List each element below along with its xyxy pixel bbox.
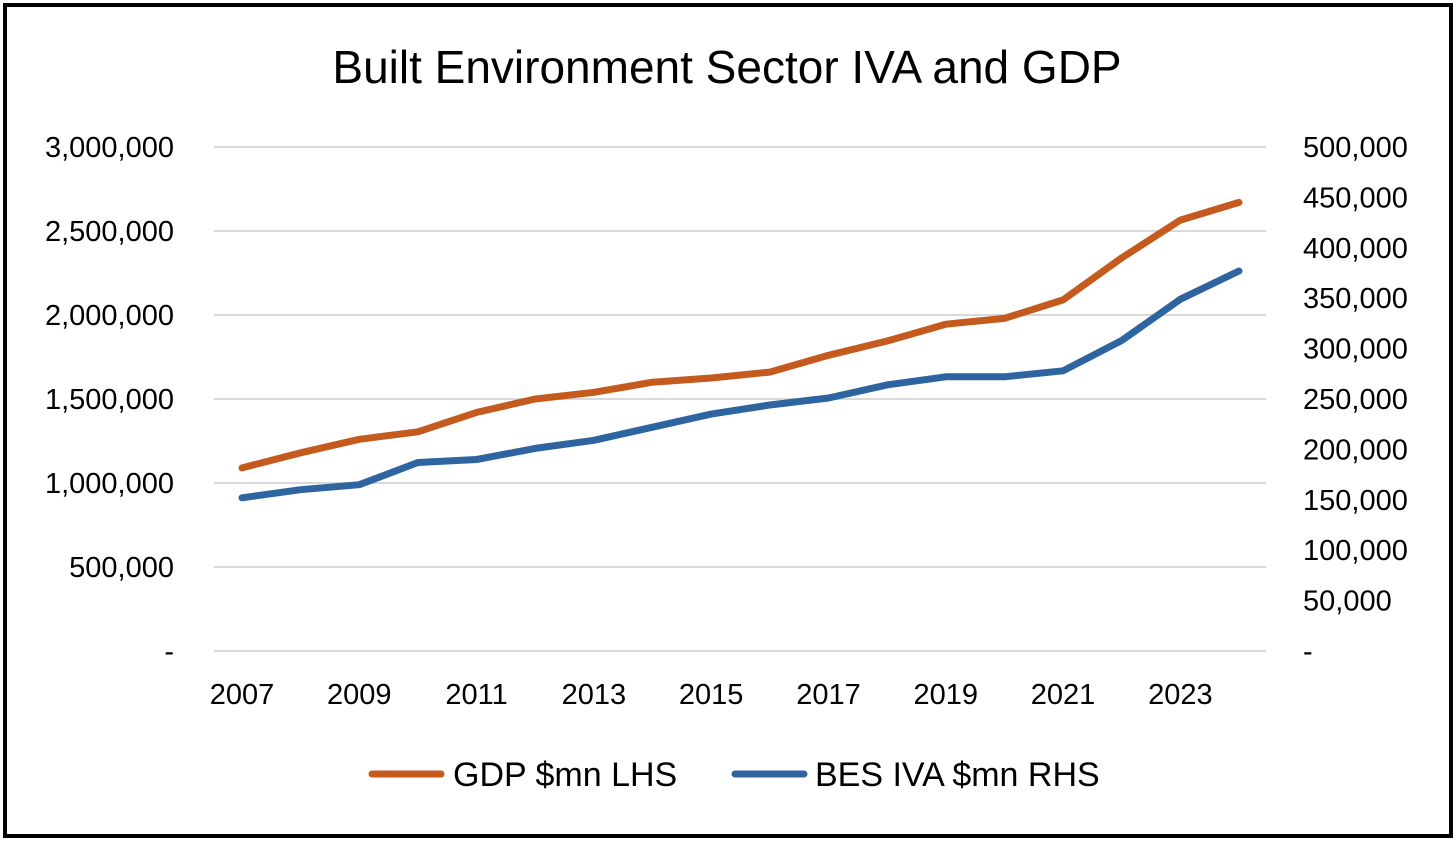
- x-tick-label: 2013: [562, 679, 627, 711]
- series-lines: [238, 198, 1243, 502]
- left-y-tick-label: 1,000,000: [45, 468, 174, 500]
- series-line-2: [238, 267, 1243, 502]
- right-y-tick-label: 150,000: [1303, 485, 1408, 517]
- legend-item: BES IVA $mn RHS: [731, 756, 1100, 794]
- right-y-tick-label: 200,000: [1303, 434, 1408, 466]
- right-y-tick-label: 450,000: [1303, 182, 1408, 214]
- legend-item: GDP $mn LHS: [368, 756, 677, 794]
- right-y-tick-label: 400,000: [1303, 233, 1408, 265]
- left-y-tick-label: 2,500,000: [45, 216, 174, 248]
- x-tick-label: 2007: [210, 679, 275, 711]
- x-tick-label: 2021: [1031, 679, 1096, 711]
- left-y-tick-label: -: [164, 636, 174, 668]
- right-y-tick-label: 350,000: [1303, 283, 1408, 315]
- x-tick-label: 2019: [914, 679, 979, 711]
- x-tick-label: 2015: [679, 679, 744, 711]
- right-y-tick-label: 500,000: [1303, 132, 1408, 164]
- left-y-axis: - 500,000 1,000,000 1,500,000 2,000,000 2,500…: [45, 132, 174, 668]
- x-tick-label: 2009: [327, 679, 392, 711]
- right-y-tick-label: 100,000: [1303, 535, 1408, 567]
- right-y-tick-label: 300,000: [1303, 334, 1408, 366]
- x-tick-label: 2011: [445, 679, 507, 711]
- right-y-tick-label: -: [1303, 636, 1313, 668]
- right-y-axis: - 50,000 100,000 150,000 200,000 250,000 300,0…: [1303, 132, 1408, 668]
- left-y-tick-label: 500,000: [69, 552, 174, 584]
- legend-label: GDP $mn LHS: [453, 756, 677, 794]
- gridlines: [214, 146, 1266, 652]
- chart-frame: [3, 3, 1453, 838]
- left-y-tick-label: 1,500,000: [45, 384, 174, 416]
- left-y-tick-label: 3,000,000: [45, 132, 174, 164]
- x-axis: 2007 2009 2011 2013 2015 2017 2019 2021 2023: [210, 679, 1213, 711]
- left-y-tick-label: 2,000,000: [45, 300, 174, 332]
- right-y-tick-label: 250,000: [1303, 384, 1408, 416]
- x-tick-label: 2017: [796, 679, 861, 711]
- series-line-1: [238, 198, 1243, 472]
- x-tick-label: 2023: [1148, 679, 1213, 711]
- legend-label: BES IVA $mn RHS: [815, 756, 1100, 794]
- right-y-tick-label: 50,000: [1303, 586, 1392, 618]
- chart-title: Built Environment Sector IVA and GDP: [332, 41, 1121, 93]
- legend: GDP $mn LHS BES IVA $mn RHS: [368, 756, 1100, 794]
